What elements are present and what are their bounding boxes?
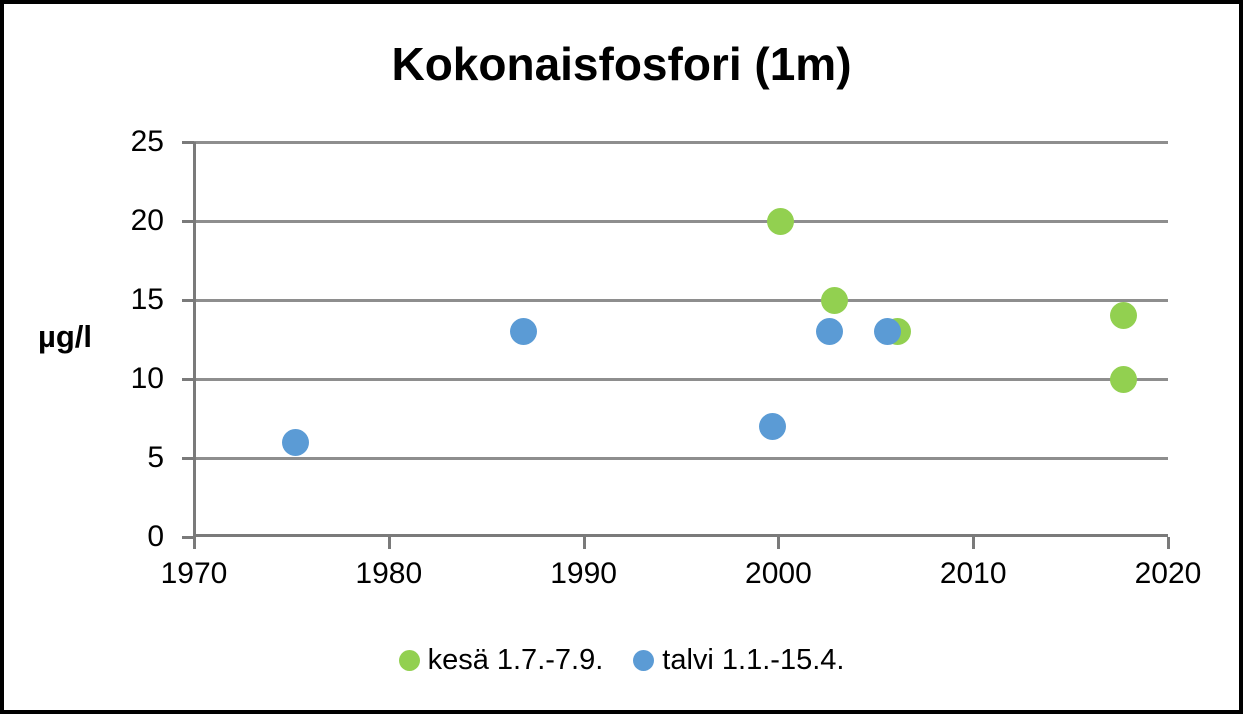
data-point-talvi bbox=[815, 318, 843, 346]
y-axis-tick bbox=[182, 378, 194, 381]
x-tick-label: 1970 bbox=[160, 557, 228, 590]
legend: kesä 1.7.-7.9. talvi 1.1.-15.4. bbox=[4, 638, 1239, 682]
y-tick-label: 10 bbox=[130, 362, 164, 395]
y-axis-line bbox=[193, 142, 196, 537]
y-tick-label: 25 bbox=[130, 125, 164, 158]
data-point-talvi bbox=[281, 428, 309, 456]
y-tick-label: 20 bbox=[130, 204, 164, 237]
gridline bbox=[194, 220, 1168, 223]
x-axis-tick bbox=[387, 537, 391, 549]
data-point-kesa bbox=[1109, 365, 1137, 393]
plot-area: 0 5 10 15 20 25 1970 1980 1990 2000 2010 2020 bbox=[131, 126, 1202, 590]
y-axis-tick bbox=[182, 536, 194, 539]
data-point-kesa bbox=[766, 207, 794, 235]
chart-title: Kokonaisfosfori (1m) bbox=[391, 38, 852, 90]
x-axis-tick bbox=[777, 537, 781, 549]
x-axis-line bbox=[194, 534, 1168, 537]
x-tick-label: 1990 bbox=[550, 557, 617, 590]
y-axis-tick bbox=[182, 220, 194, 223]
legend-marker-kesa-icon bbox=[398, 649, 420, 671]
y-tick-label: 15 bbox=[130, 283, 164, 316]
data-point-talvi bbox=[759, 412, 787, 440]
x-tick-label: 2010 bbox=[939, 557, 1007, 590]
y-axis-tick bbox=[182, 141, 194, 144]
legend-label-kesa: kesä 1.7.-7.9. bbox=[427, 644, 604, 676]
y-axis-tick bbox=[182, 457, 194, 460]
x-axis-tick bbox=[972, 537, 976, 549]
data-point-kesa bbox=[821, 286, 849, 314]
legend-label-talvi: talvi 1.1.-15.4. bbox=[662, 644, 845, 676]
gridline bbox=[194, 378, 1168, 381]
legend-marker-talvi-icon bbox=[633, 649, 655, 671]
gridline bbox=[194, 141, 1168, 144]
x-axis-tick bbox=[1167, 537, 1170, 549]
x-tick-label: 2000 bbox=[745, 557, 812, 590]
x-axis-tick bbox=[582, 537, 586, 549]
y-tick-label: 5 bbox=[147, 441, 164, 474]
y-axis-tick bbox=[182, 299, 194, 302]
gridline bbox=[194, 299, 1168, 302]
y-axis-unit-label: µg/l bbox=[38, 319, 93, 354]
data-point-kesa bbox=[1109, 302, 1137, 330]
y-tick-label: 0 bbox=[147, 520, 164, 553]
gridline bbox=[194, 457, 1168, 460]
data-point-talvi bbox=[509, 318, 537, 346]
x-tick-label: 1980 bbox=[355, 557, 423, 590]
x-tick-label: 2020 bbox=[1134, 557, 1202, 590]
x-axis-tick bbox=[193, 537, 196, 549]
legend-item-kesa: kesä 1.7.-7.9. bbox=[398, 644, 604, 676]
data-point-talvi bbox=[873, 318, 901, 346]
legend-item-talvi: talvi 1.1.-15.4. bbox=[633, 644, 844, 676]
